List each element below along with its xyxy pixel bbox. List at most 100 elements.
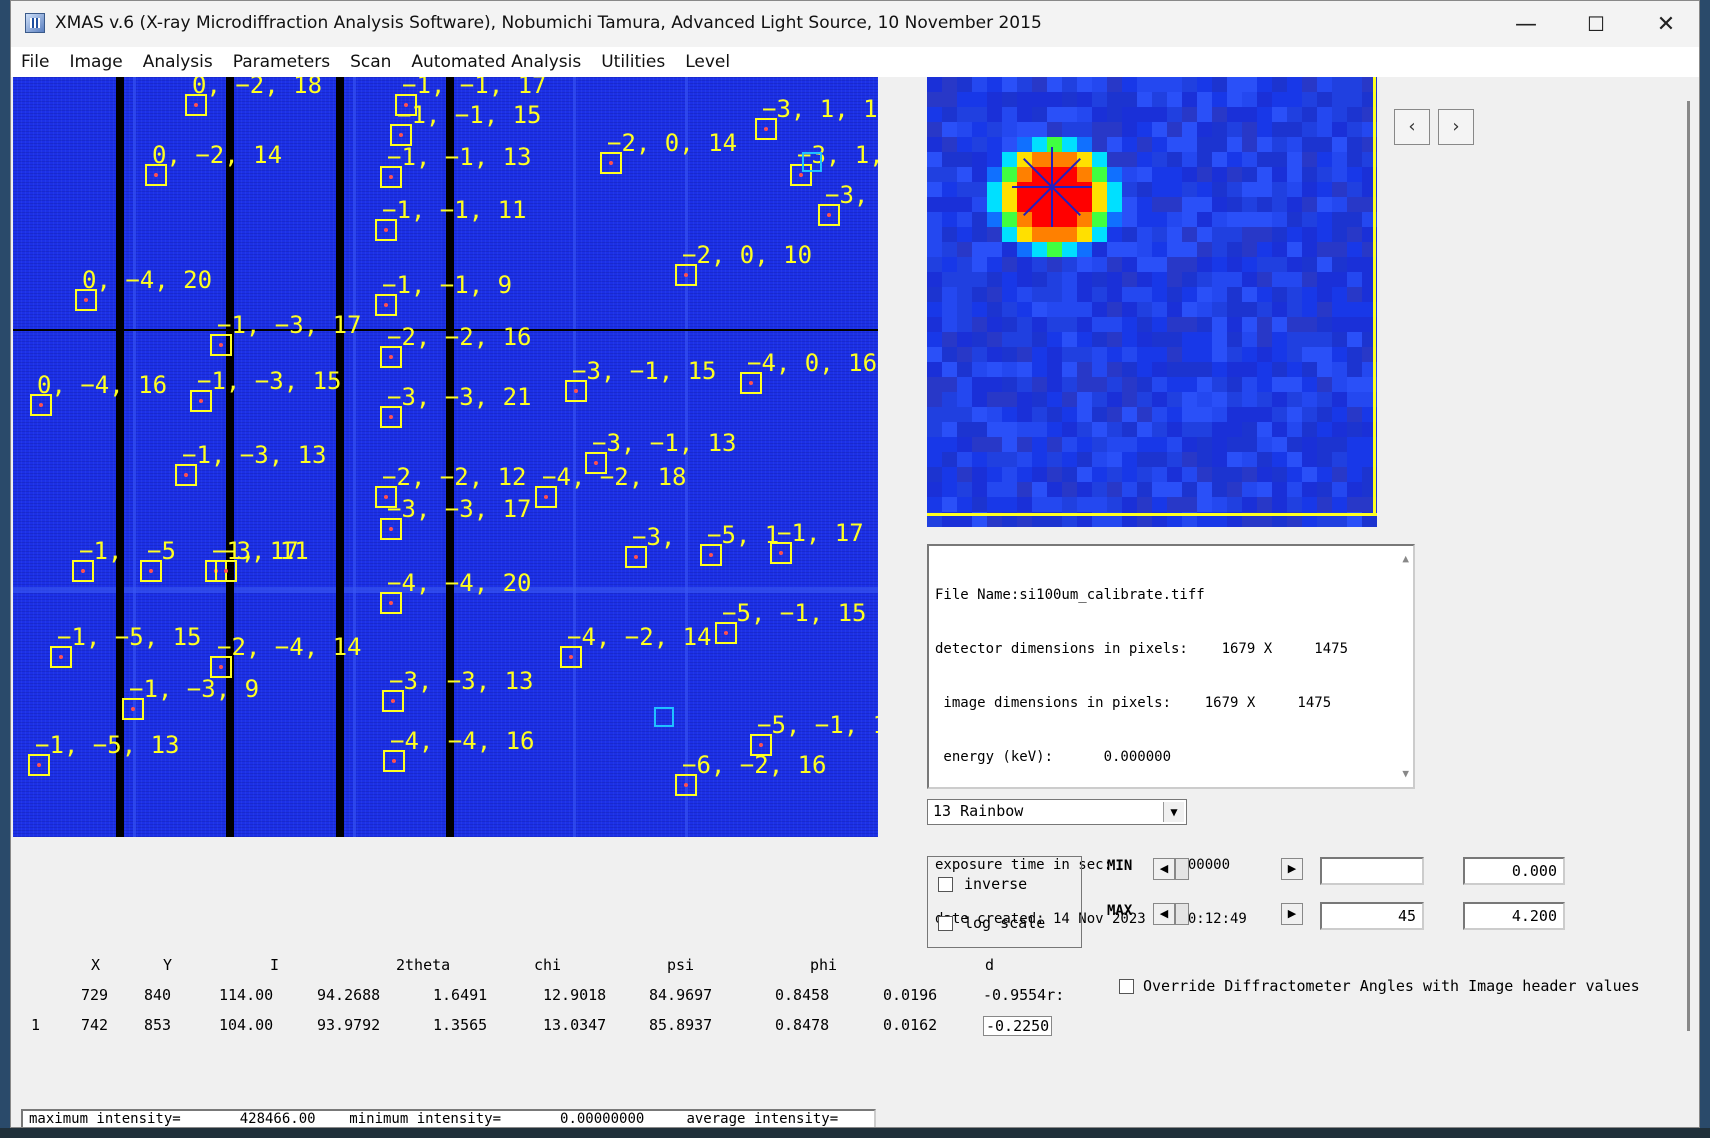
heatmap-cell: [1077, 152, 1092, 167]
heatmap-cell: [1347, 212, 1362, 227]
heatmap-cell: [1137, 482, 1152, 497]
heatmap-cell: [987, 182, 1002, 197]
colormap-select[interactable]: 13 Rainbow ▼: [927, 799, 1187, 825]
slider-thumb[interactable]: [1175, 903, 1189, 925]
chevron-down-icon[interactable]: ▼: [1163, 802, 1184, 822]
heatmap-cell: [1212, 497, 1227, 512]
peak-spot: [544, 495, 548, 499]
heatmap-cell: [1167, 272, 1182, 287]
min-field[interactable]: [1320, 857, 1424, 885]
slider-right-icon[interactable]: ▶: [1281, 903, 1303, 925]
heatmap-cell: [1017, 107, 1032, 122]
heatmap-cell: [1062, 302, 1077, 317]
heatmap-cell: [1272, 92, 1287, 107]
heatmap-cell: [1047, 422, 1062, 437]
heatmap-cell: [1197, 152, 1212, 167]
heatmap-cell: [1062, 362, 1077, 377]
peak-overlay[interactable]: 0, −2, 18 −1, −1, 17 −3, 1, 17 0, −2, 14 −1,…: [13, 77, 878, 837]
maximize-button[interactable]: ☐: [1587, 12, 1605, 36]
heatmap-cell: [1272, 482, 1287, 497]
heatmap-cell: [1077, 347, 1092, 362]
heatmap-cell: [1002, 482, 1017, 497]
heatmap-cell: [1062, 497, 1077, 512]
min-value-field[interactable]: 0.000: [1463, 857, 1565, 885]
scroll-down-icon[interactable]: ▼: [1402, 767, 1409, 780]
status-bar: maximum intensity= 428466.00 minimum int…: [21, 1109, 876, 1127]
col-header-d: d: [985, 956, 995, 974]
heatmap-cell: [957, 257, 972, 272]
window-scrollbar[interactable]: [1687, 101, 1690, 1031]
heatmap-cell: [1062, 482, 1077, 497]
heatmap-cell: [1122, 197, 1137, 212]
peak-label: −1, −5, 13: [35, 731, 180, 759]
heatmap-cell: [1032, 107, 1047, 122]
max-slider[interactable]: ◀ ▶: [1153, 903, 1303, 927]
heatmap-cell: [1167, 347, 1182, 362]
cell-value[interactable]: -0.9554r:: [983, 986, 1065, 1004]
heatmap-cell: [1167, 452, 1182, 467]
heatmap-cell: [1302, 212, 1317, 227]
heatmap-cell: [1152, 212, 1167, 227]
heatmap-cell: [1212, 197, 1227, 212]
menu-parameters[interactable]: Parameters: [232, 52, 331, 72]
menu-image[interactable]: Image: [69, 52, 123, 72]
heatmap-cell: [1227, 227, 1242, 242]
heatmap-cell: [1347, 392, 1362, 407]
max-value-field[interactable]: 4.200: [1463, 902, 1565, 930]
heatmap-cell: [1017, 122, 1032, 137]
heatmap-cell: [1242, 347, 1257, 362]
cell-value[interactable]: -0.2250: [983, 1016, 1053, 1036]
next-button[interactable]: ›: [1438, 109, 1474, 145]
detector-gap: [226, 77, 234, 837]
menu-automated-analysis[interactable]: Automated Analysis: [411, 52, 582, 72]
heatmap-cell: [972, 497, 987, 512]
heatmap-cell: [1257, 422, 1272, 437]
peak-spot: [224, 569, 228, 573]
heatmap-cell: [1032, 422, 1047, 437]
inverse-checkbox[interactable]: [938, 877, 953, 892]
heatmap-cell: [1332, 347, 1347, 362]
heatmap-cell: [927, 377, 942, 392]
minimize-button[interactable]: —: [1515, 11, 1537, 37]
heatmap-cell: [1227, 107, 1242, 122]
menu-analysis[interactable]: Analysis: [142, 52, 213, 72]
max-field[interactable]: 45: [1320, 902, 1424, 930]
peak-marker: [75, 289, 97, 311]
heatmap-cell: [1152, 227, 1167, 242]
menu-file[interactable]: File: [21, 52, 50, 72]
slider-right-icon[interactable]: ▶: [1281, 858, 1303, 880]
log-scale-checkbox[interactable]: [938, 916, 953, 931]
file-info-panel[interactable]: File Name:si100um_calibrate.tiff detecto…: [927, 544, 1415, 927]
heatmap-cell: [1212, 182, 1227, 197]
heatmap-cell: [942, 467, 957, 482]
slider-left-icon[interactable]: ◀: [1153, 858, 1175, 880]
diffraction-image-viewer[interactable]: 0, −2, 18 −1, −1, 17 −3, 1, 17 0, −2, 14 −1,…: [13, 77, 878, 837]
heatmap-cell: [1212, 377, 1227, 392]
menu-utilities[interactable]: Utilities: [601, 52, 666, 72]
heatmap-cell: [1242, 452, 1257, 467]
heatmap-cell: [1317, 302, 1332, 317]
prev-button[interactable]: ‹: [1394, 109, 1430, 145]
menu-level[interactable]: Level: [685, 52, 731, 72]
scroll-up-icon[interactable]: ▲: [1402, 552, 1409, 565]
heatmap-cell: [1137, 92, 1152, 107]
heatmap-cell: [1287, 332, 1302, 347]
heatmap-cell: [1107, 287, 1122, 302]
heatmap-cell: [1317, 437, 1332, 452]
heatmap-cell: [1047, 392, 1062, 407]
heatmap-cell: [1272, 497, 1287, 512]
min-slider[interactable]: ◀ ▶: [1153, 858, 1303, 882]
heatmap-cell: [1032, 152, 1047, 167]
heatmap-cell: [1347, 122, 1362, 137]
slider-left-icon[interactable]: ◀: [1153, 903, 1175, 925]
app-icon[interactable]: [25, 13, 45, 33]
menu-scan[interactable]: Scan: [350, 52, 392, 72]
override-checkbox[interactable]: [1119, 979, 1134, 994]
heatmap-cell: [1047, 452, 1062, 467]
close-button[interactable]: ✕: [1656, 11, 1676, 37]
slider-thumb[interactable]: [1175, 858, 1189, 880]
heatmap-cell: [1347, 92, 1362, 107]
zoom-view[interactable]: [927, 77, 1377, 527]
peak-spot: [764, 127, 768, 131]
heatmap-cell: [927, 422, 942, 437]
